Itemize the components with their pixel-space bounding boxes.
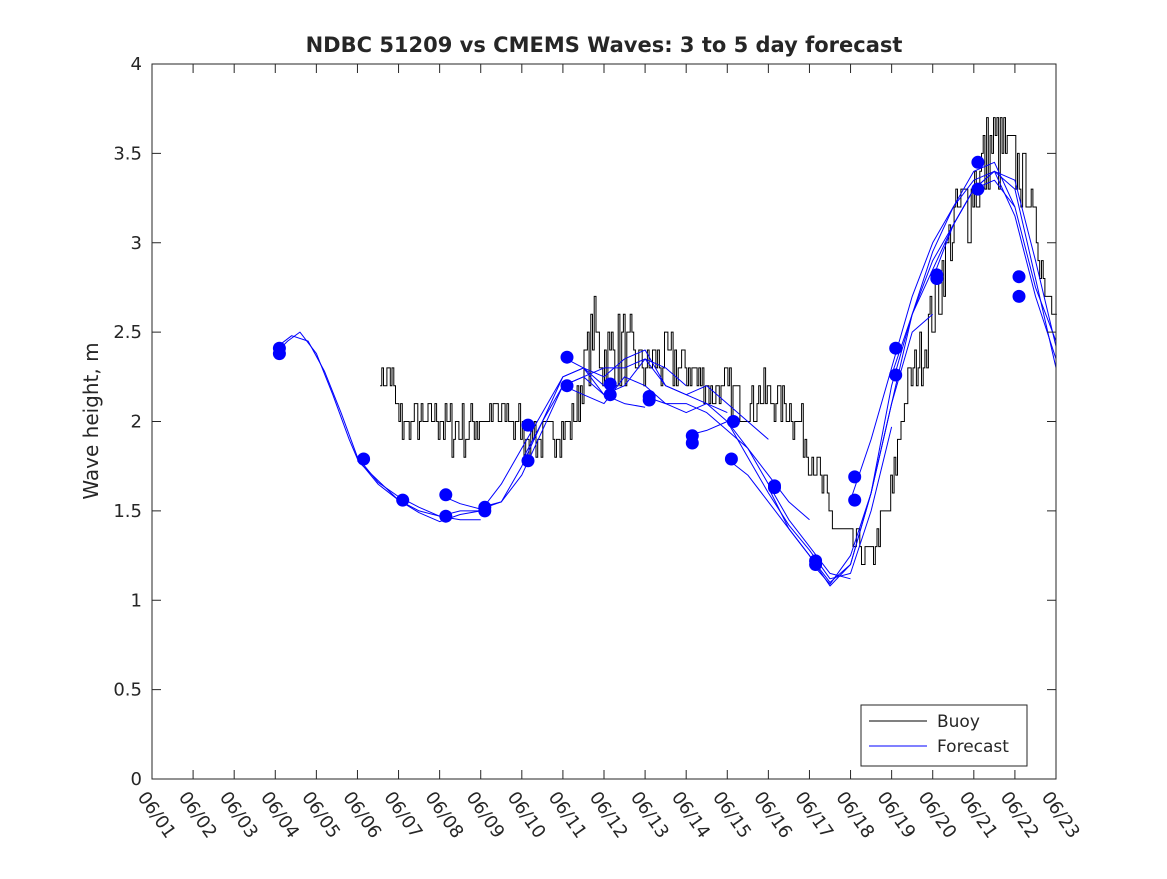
y-tick-label: 2 [131,412,142,433]
legend-box [860,704,1028,767]
forecast-series-line [850,170,1057,501]
forecast-marker-point [768,481,781,495]
forecast-marker-point [603,377,617,391]
forecast-marker-point [478,504,492,518]
forecast-marker-point [396,493,410,507]
y-tick-label: 0 [131,769,142,790]
forecast-marker-point [889,341,903,355]
forecast-marker-point [642,393,656,407]
forecast-series-line [562,349,769,440]
y-tick-label: 3 [131,233,142,254]
y-axis-label: Wave height, m [79,342,103,499]
forecast-marker-point [1012,270,1026,284]
y-tick-label: 4 [131,54,142,75]
forecast-marker-point [357,452,371,466]
forecast-marker-point [521,454,535,468]
chart-title: NDBC 51209 vs CMEMS Waves: 3 to 5 day fo… [306,33,903,57]
forecast-marker-point [1012,289,1026,303]
legend-buoy-label: Buoy [937,712,980,732]
forecast-marker-point [603,388,617,402]
forecast-marker-point [971,155,985,169]
forecast-marker-layer [272,155,1026,571]
forecast-marker-point [930,272,944,285]
forecast-marker-point [971,182,985,196]
forecast-series-line [686,421,893,580]
forecast-marker-point [726,415,740,428]
forecast-marker-point [272,347,286,361]
y-tick-label: 1.5 [113,501,142,522]
forecast-marker-point [685,436,699,450]
buoy-series-layer [380,117,1057,565]
forecast-marker-point [521,418,535,432]
forecast-series-line [809,161,1057,585]
y-tick-label: 0.5 [113,680,142,701]
legend: Buoy Forecast [860,704,1028,767]
forecast-marker-point [889,368,903,382]
y-tick-label: 1 [131,590,142,611]
forecast-marker-point [439,488,453,502]
y-tick-label: 3.5 [113,143,142,164]
forecast-series-line [932,170,1057,347]
forecast-series-line [521,358,728,462]
forecast-marker-point [560,379,574,393]
forecast-marker-point [809,558,823,571]
legend-forecast-label: Forecast [937,737,1009,757]
plot-area [152,64,1056,779]
forecast-marker-point [439,509,453,523]
y-tick-label: 2.5 [113,322,142,343]
forecast-marker-point [560,350,574,364]
forecast-marker-point [848,493,862,507]
forecast-marker-point [848,470,862,484]
buoy-series-line [380,117,1057,565]
forecast-series-line [562,376,810,521]
forecast-marker-point [724,452,738,466]
